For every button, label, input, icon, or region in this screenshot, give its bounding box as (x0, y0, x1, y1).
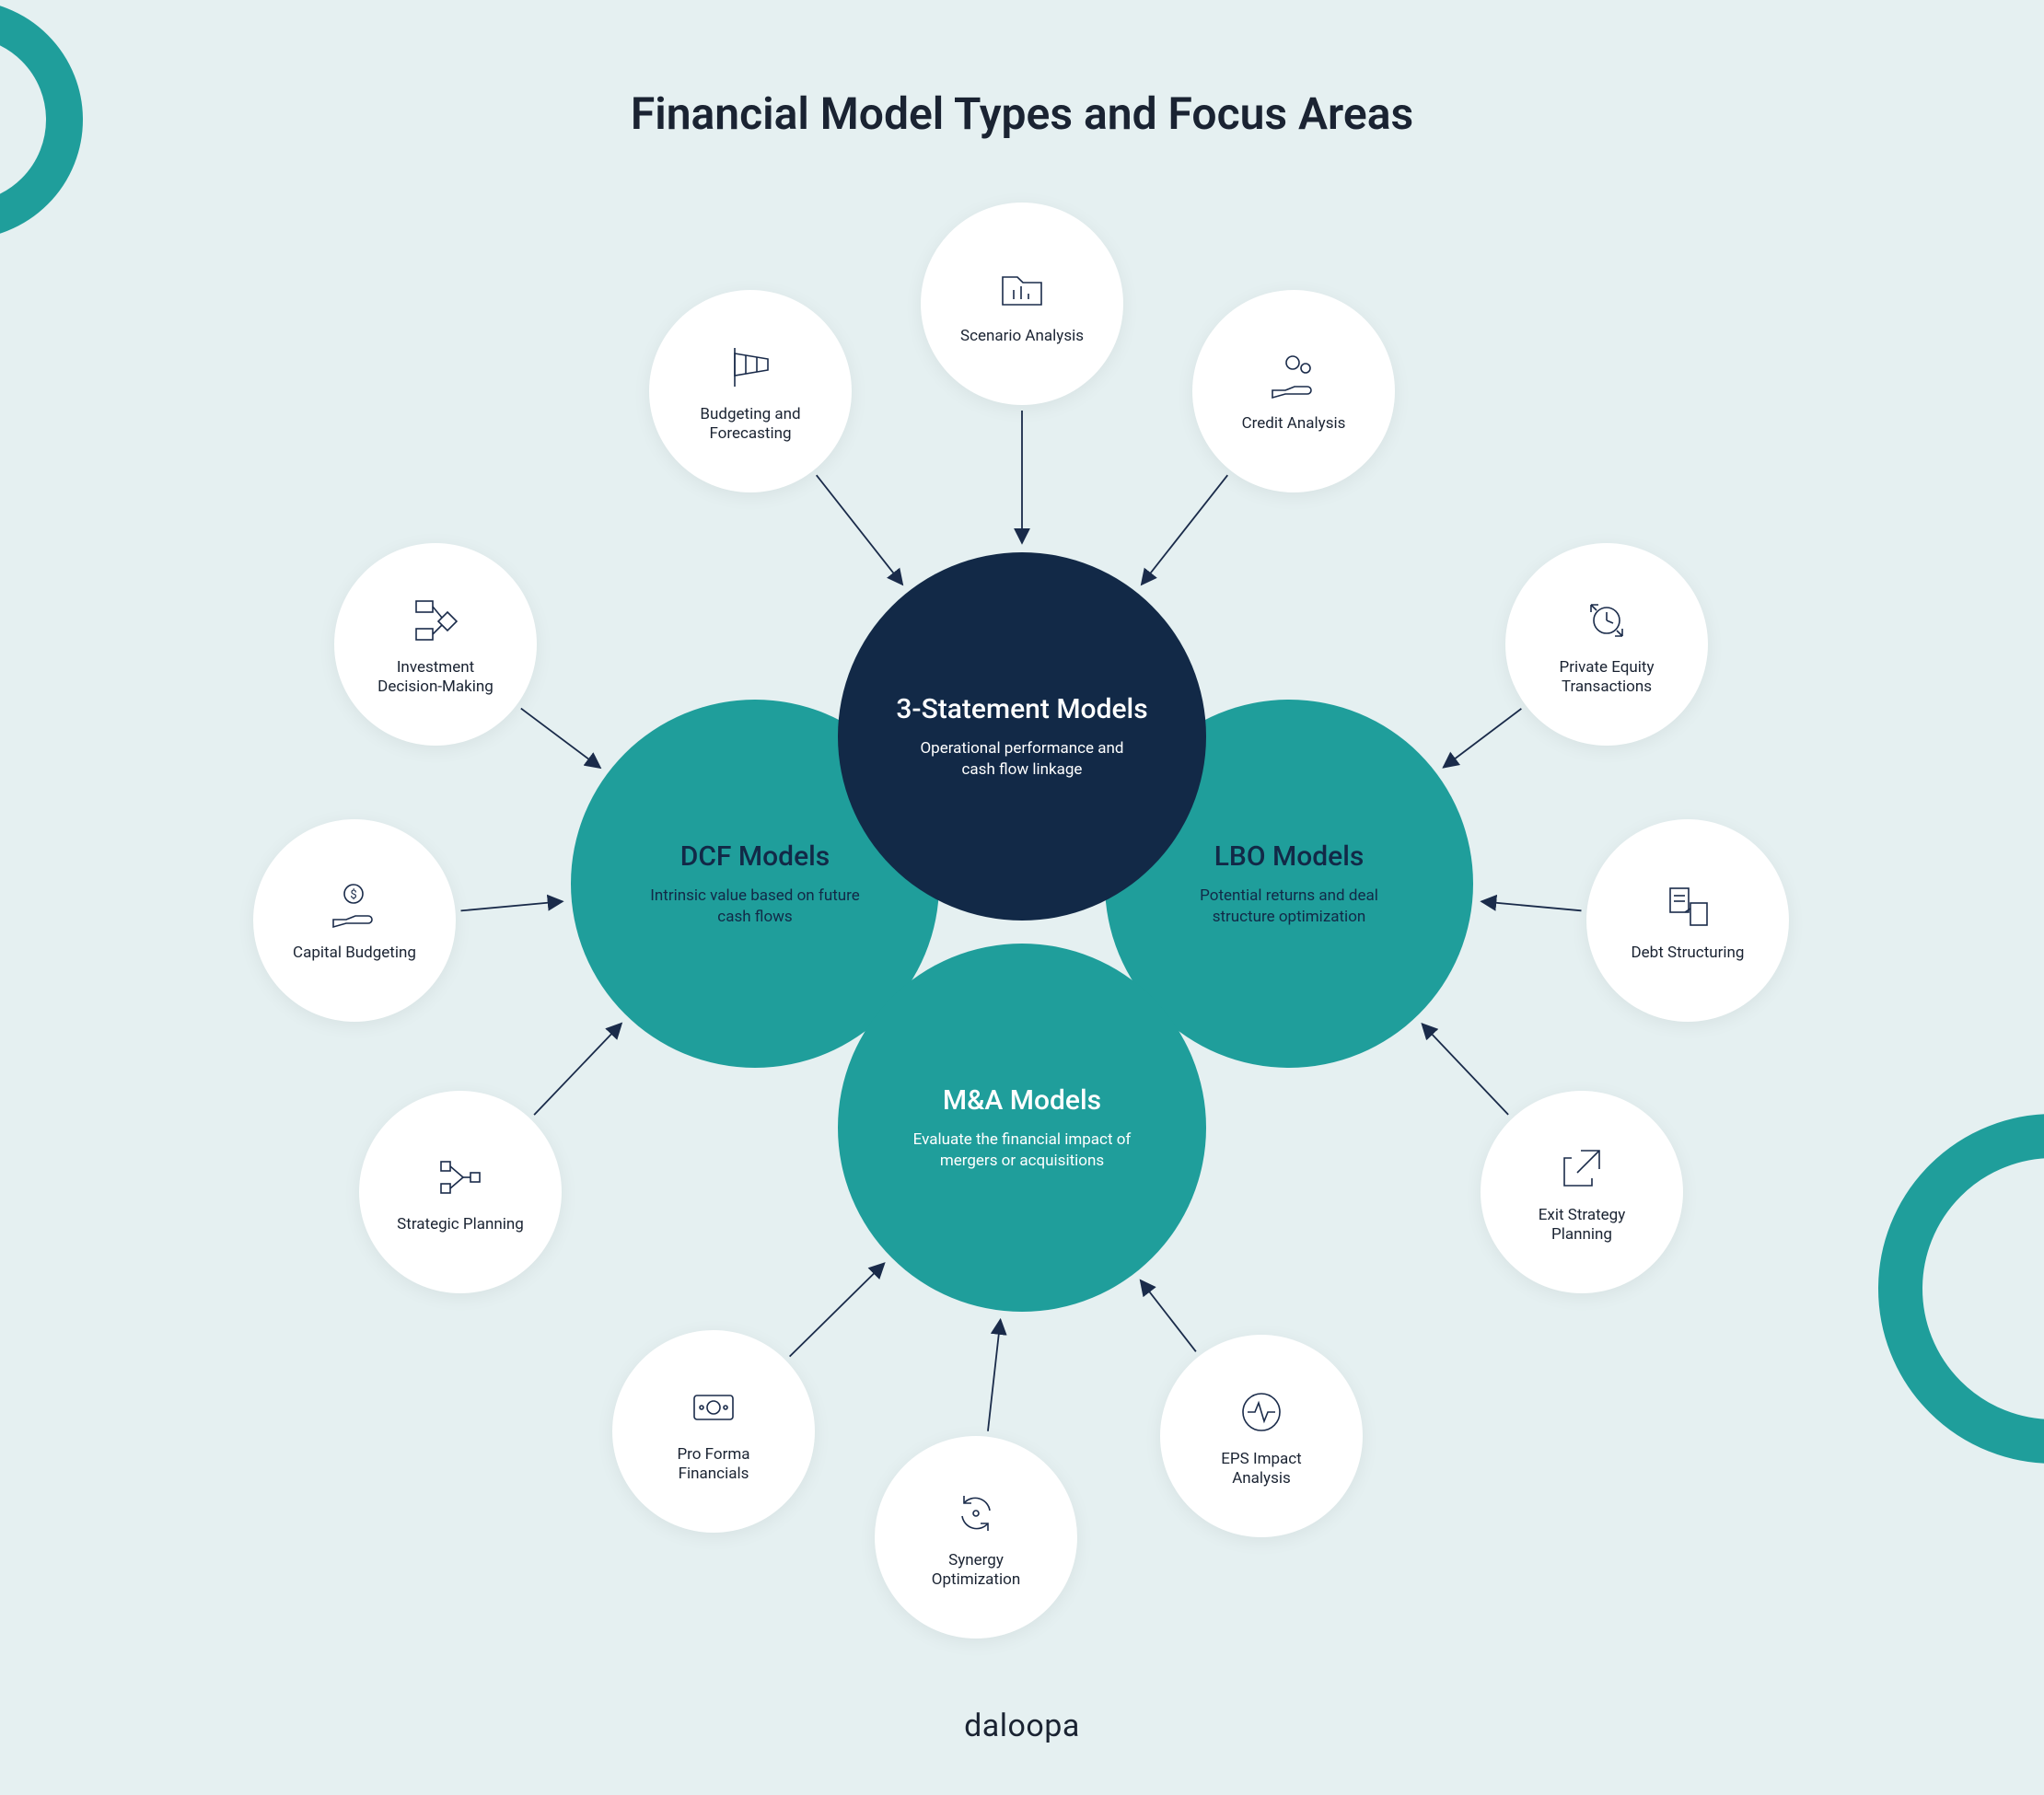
flowchart-icon (407, 592, 464, 649)
focus-label: Synergy Optimization (907, 1551, 1045, 1591)
pulse-icon (1233, 1384, 1290, 1441)
hand-coins-icon (1265, 348, 1322, 405)
clock-arrows-icon (1578, 592, 1635, 649)
brand-logo: daloopa (0, 1708, 2044, 1744)
focus-circle-private-equity: Private Equity Transactions (1505, 543, 1708, 746)
focus-circle-exit-strategy: Exit Strategy Planning (1481, 1091, 1683, 1293)
focus-label: Capital Budgeting (293, 944, 416, 963)
sync-icon (947, 1485, 1005, 1542)
windsock-icon (722, 339, 779, 396)
main-circle-subtitle: Potential returns and deal structure opt… (1169, 886, 1409, 928)
nodes-icon (432, 1149, 489, 1206)
hand-dollar-icon: $ (326, 877, 383, 934)
focus-label: Pro Forma Financials (645, 1445, 783, 1485)
focus-label: Credit Analysis (1242, 414, 1346, 434)
focus-circle-pro-forma: Pro Forma Financials (612, 1330, 815, 1533)
main-circle-title: 3-Statement Models (896, 692, 1147, 727)
main-circle-title: M&A Models (943, 1083, 1101, 1118)
focus-label: Debt Structuring (1632, 944, 1745, 963)
focus-circle-budgeting-forecasting: Budgeting and Forecasting (649, 290, 852, 492)
focus-circle-eps-impact: EPS Impact Analysis (1160, 1335, 1363, 1537)
focus-label: Strategic Planning (397, 1215, 524, 1234)
external-icon (1553, 1140, 1610, 1197)
focus-circle-debt-structuring: Debt Structuring (1586, 819, 1789, 1022)
focus-label: Exit Strategy Planning (1513, 1206, 1651, 1245)
docs-list-icon (1659, 877, 1716, 934)
focus-label: Scenario Analysis (960, 327, 1084, 346)
cash-icon (685, 1379, 742, 1436)
main-circle-subtitle: Operational performance and cash flow li… (902, 738, 1142, 781)
main-circle-title: DCF Models (680, 840, 830, 874)
main-circle-three-statement: 3-Statement Models Operational performanc… (838, 552, 1206, 921)
main-circle-ma: M&A Models Evaluate the financial impact … (838, 944, 1206, 1312)
focus-label: Budgeting and Forecasting (681, 405, 819, 445)
focus-label: EPS Impact Analysis (1192, 1450, 1330, 1489)
focus-circle-credit-analysis: Credit Analysis (1192, 290, 1395, 492)
focus-circle-scenario-analysis: Scenario Analysis (921, 203, 1123, 405)
svg-text:$: $ (350, 888, 356, 902)
main-circle-subtitle: Evaluate the financial impact of mergers… (902, 1129, 1142, 1172)
focus-circle-capital-budgeting: $ Capital Budgeting (253, 819, 456, 1022)
main-circle-title: LBO Models (1214, 840, 1365, 874)
folder-bars-icon (993, 261, 1051, 318)
focus-label: Private Equity Transactions (1538, 658, 1676, 698)
focus-circle-investment-decision: Investment Decision-Making (334, 543, 537, 746)
focus-circle-strategic-planning: Strategic Planning (359, 1091, 562, 1293)
main-circle-subtitle: Intrinsic value based on future cash flo… (635, 886, 875, 928)
focus-label: Investment Decision-Making (366, 658, 505, 698)
focus-circle-synergy-optimization: Synergy Optimization (875, 1436, 1077, 1639)
